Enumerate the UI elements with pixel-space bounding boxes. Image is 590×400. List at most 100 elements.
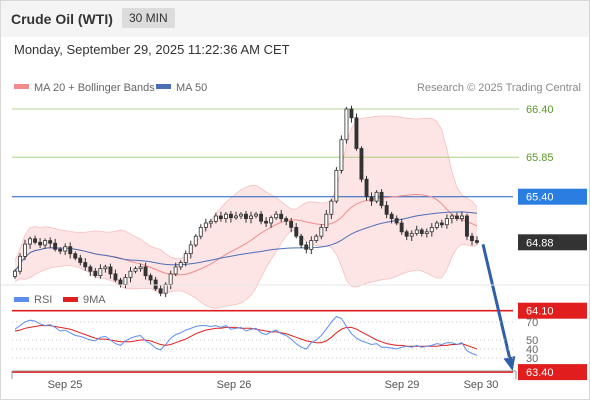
time-axis: Sep 25 Sep 26 Sep 29 Sep 30 [11, 370, 517, 391]
candle [123, 276, 128, 285]
level-tag-text-64.10: 64.10 [526, 306, 554, 318]
candle [469, 235, 474, 241]
legend-swatch-ma20 [14, 84, 29, 89]
level-tag-text-65.40: 65.40 [526, 192, 554, 204]
rsi-ma-line [14, 325, 478, 350]
candles [12, 105, 479, 298]
level-label-66.40: 66.40 [526, 104, 554, 116]
candle [43, 240, 48, 246]
forecast-arrow-shaft [481, 243, 514, 369]
legend-label-rsi: RSI [34, 294, 52, 306]
candle [143, 266, 148, 277]
candle [213, 215, 218, 222]
candle [93, 270, 98, 277]
candle [429, 226, 434, 233]
level-tag-64.10 [518, 302, 587, 319]
candle [233, 215, 238, 219]
level-tag-text-64.88: 64.88 [526, 237, 554, 249]
candle [299, 235, 304, 246]
candle [193, 235, 198, 246]
candle [339, 139, 344, 171]
candle [238, 213, 243, 217]
candle [329, 200, 334, 215]
candle [389, 213, 394, 219]
candle [173, 266, 178, 275]
level-tags: 66.40 65.85 65.40 64.88 64.10 63.40 [518, 104, 587, 381]
candle [309, 240, 314, 250]
candle [63, 246, 68, 252]
legend-label-rsi-ma: 9MA [83, 294, 106, 306]
candle [58, 248, 63, 252]
candle [38, 241, 43, 246]
candle [118, 279, 123, 285]
candle [384, 205, 389, 215]
rsi-tick-40: 40 [526, 344, 538, 356]
candle [449, 215, 454, 219]
candle [218, 215, 223, 219]
x-tick-label: Sep 29 [385, 379, 420, 391]
bollinger-lower [14, 230, 478, 309]
candle [304, 244, 309, 250]
candle [88, 266, 93, 272]
candle [379, 191, 384, 206]
candle [223, 213, 228, 219]
rsi-tick-70: 70 [526, 317, 538, 329]
candle [374, 191, 379, 202]
bollinger-upper [14, 115, 478, 261]
candle [203, 222, 208, 228]
candle [153, 279, 158, 290]
candle [48, 240, 53, 244]
candle [414, 229, 419, 234]
legend-label-ma50: MA 50 [176, 82, 207, 94]
timestamp: Monday, September 29, 2025 11:22:36 AM C… [14, 42, 290, 57]
candle [269, 217, 274, 224]
candle [424, 231, 429, 235]
candle [113, 273, 118, 281]
candle [459, 215, 464, 219]
candle [12, 270, 17, 277]
candle [78, 257, 83, 263]
candle [73, 253, 78, 259]
ma50-line [14, 211, 478, 272]
candle [33, 238, 37, 243]
candle [178, 262, 183, 268]
candle [103, 266, 108, 270]
candle [289, 220, 294, 228]
level-lines [12, 108, 519, 373]
level-tag-text-63.40: 63.40 [526, 367, 554, 379]
candle [133, 268, 138, 272]
moving-averages [14, 193, 478, 276]
candle [249, 215, 253, 219]
candle [334, 169, 339, 202]
candle [163, 283, 168, 294]
forecast-arrowhead [503, 356, 516, 371]
candle [399, 222, 404, 233]
candle [434, 222, 439, 228]
candle [259, 213, 263, 222]
candle [324, 213, 329, 228]
candle [319, 226, 324, 237]
x-tick-label: Sep 30 [464, 379, 499, 391]
candle [68, 246, 73, 255]
instrument-title: Crude Oil (WTI) [11, 11, 113, 27]
candle [474, 240, 479, 243]
candle [83, 262, 88, 268]
header-bar: Crude Oil (WTI) 30 MIN [1, 1, 589, 37]
candle [419, 229, 424, 234]
candle [28, 238, 32, 245]
interval-badge[interactable]: 30 MIN [122, 8, 175, 28]
candle [284, 218, 289, 222]
candle [394, 218, 399, 224]
candle [198, 226, 203, 237]
candle [344, 108, 349, 141]
candle [18, 255, 22, 272]
candle [359, 148, 364, 180]
level-tag-64.88 [518, 234, 587, 251]
rsi-tick-50: 50 [526, 335, 538, 347]
candle [208, 220, 213, 224]
candle [128, 270, 133, 278]
candle [188, 244, 193, 255]
rsi-legend: RSI 9MA [14, 294, 106, 306]
